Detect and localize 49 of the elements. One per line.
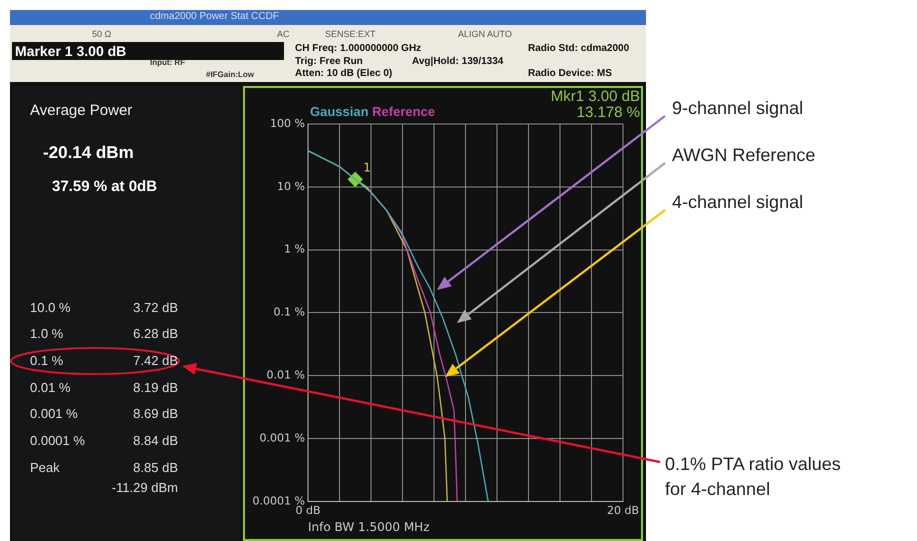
text: Input: RF [150,58,186,67]
text: AC [277,29,290,39]
text: 8.85 dB [133,460,178,475]
y-tick-label: 0.1 % [274,306,305,319]
text: CH Freq: 1.000000000 GHz [295,43,422,54]
annotation: 1 [363,160,371,174]
y-tick-label: 1 % [284,242,305,256]
text: 0.1 % [30,353,64,368]
text: Marker 1 3.00 dB [15,43,126,59]
text: SENSE:EXT [325,29,376,39]
text: -11.29 dBm [112,480,178,495]
text: Atten: 10 dB (Elec 0) [295,68,392,79]
x-tick-label: 20 dB [606,504,640,517]
text: 37.59 % at 0dB [52,178,158,195]
text: 10.0 % [30,300,70,315]
y-tick-label: 0.001 % [260,431,305,444]
text: 1.0 % [30,326,64,341]
text: 13.178 % [576,104,640,121]
y-tick-label: 10 % [277,180,305,193]
text: Radio Std: cdma2000 [528,43,630,54]
text: Avg|Hold: 139/1334 [412,56,504,67]
text: 7.42 dB [133,353,178,368]
text: 6.28 dB [133,326,178,341]
text: 0.01 % [30,380,70,395]
x-axis-title: Info BW 1.5000 MHz [308,520,430,534]
text: Trig: Free Run [295,56,363,67]
text: 8.69 dB [133,406,178,421]
text: 8.84 dB [133,433,178,448]
text: Average Power [30,102,132,119]
text: 3.72 dB [133,300,178,315]
text: Gaussian [310,104,370,119]
text: 0.1% PTA ratio values for 4-channel [665,453,842,501]
text: -20.14 dBm [43,143,134,163]
text: 8.19 dB [133,380,178,395]
text: AWGN Reference [672,145,816,166]
y-tick-label: 0.01 % [266,368,305,382]
text: 9-channel signal [672,98,804,119]
text: 50 Ω [92,29,112,39]
text: Peak [30,460,60,475]
text: Radio Device: MS [528,68,612,79]
text: 0.001 % [30,406,78,421]
text: #IFGain:Low [206,70,254,79]
text: 4-channel signal [672,192,804,213]
text: cdma2000 Power Stat CCDF [150,11,279,22]
text: Reference [372,104,436,119]
text: ALIGN AUTO [458,29,512,39]
y-tick-label: 100 % [270,116,305,130]
text: 0.0001 % [30,433,85,448]
text: Mkr1 3.00 dB [550,88,640,105]
